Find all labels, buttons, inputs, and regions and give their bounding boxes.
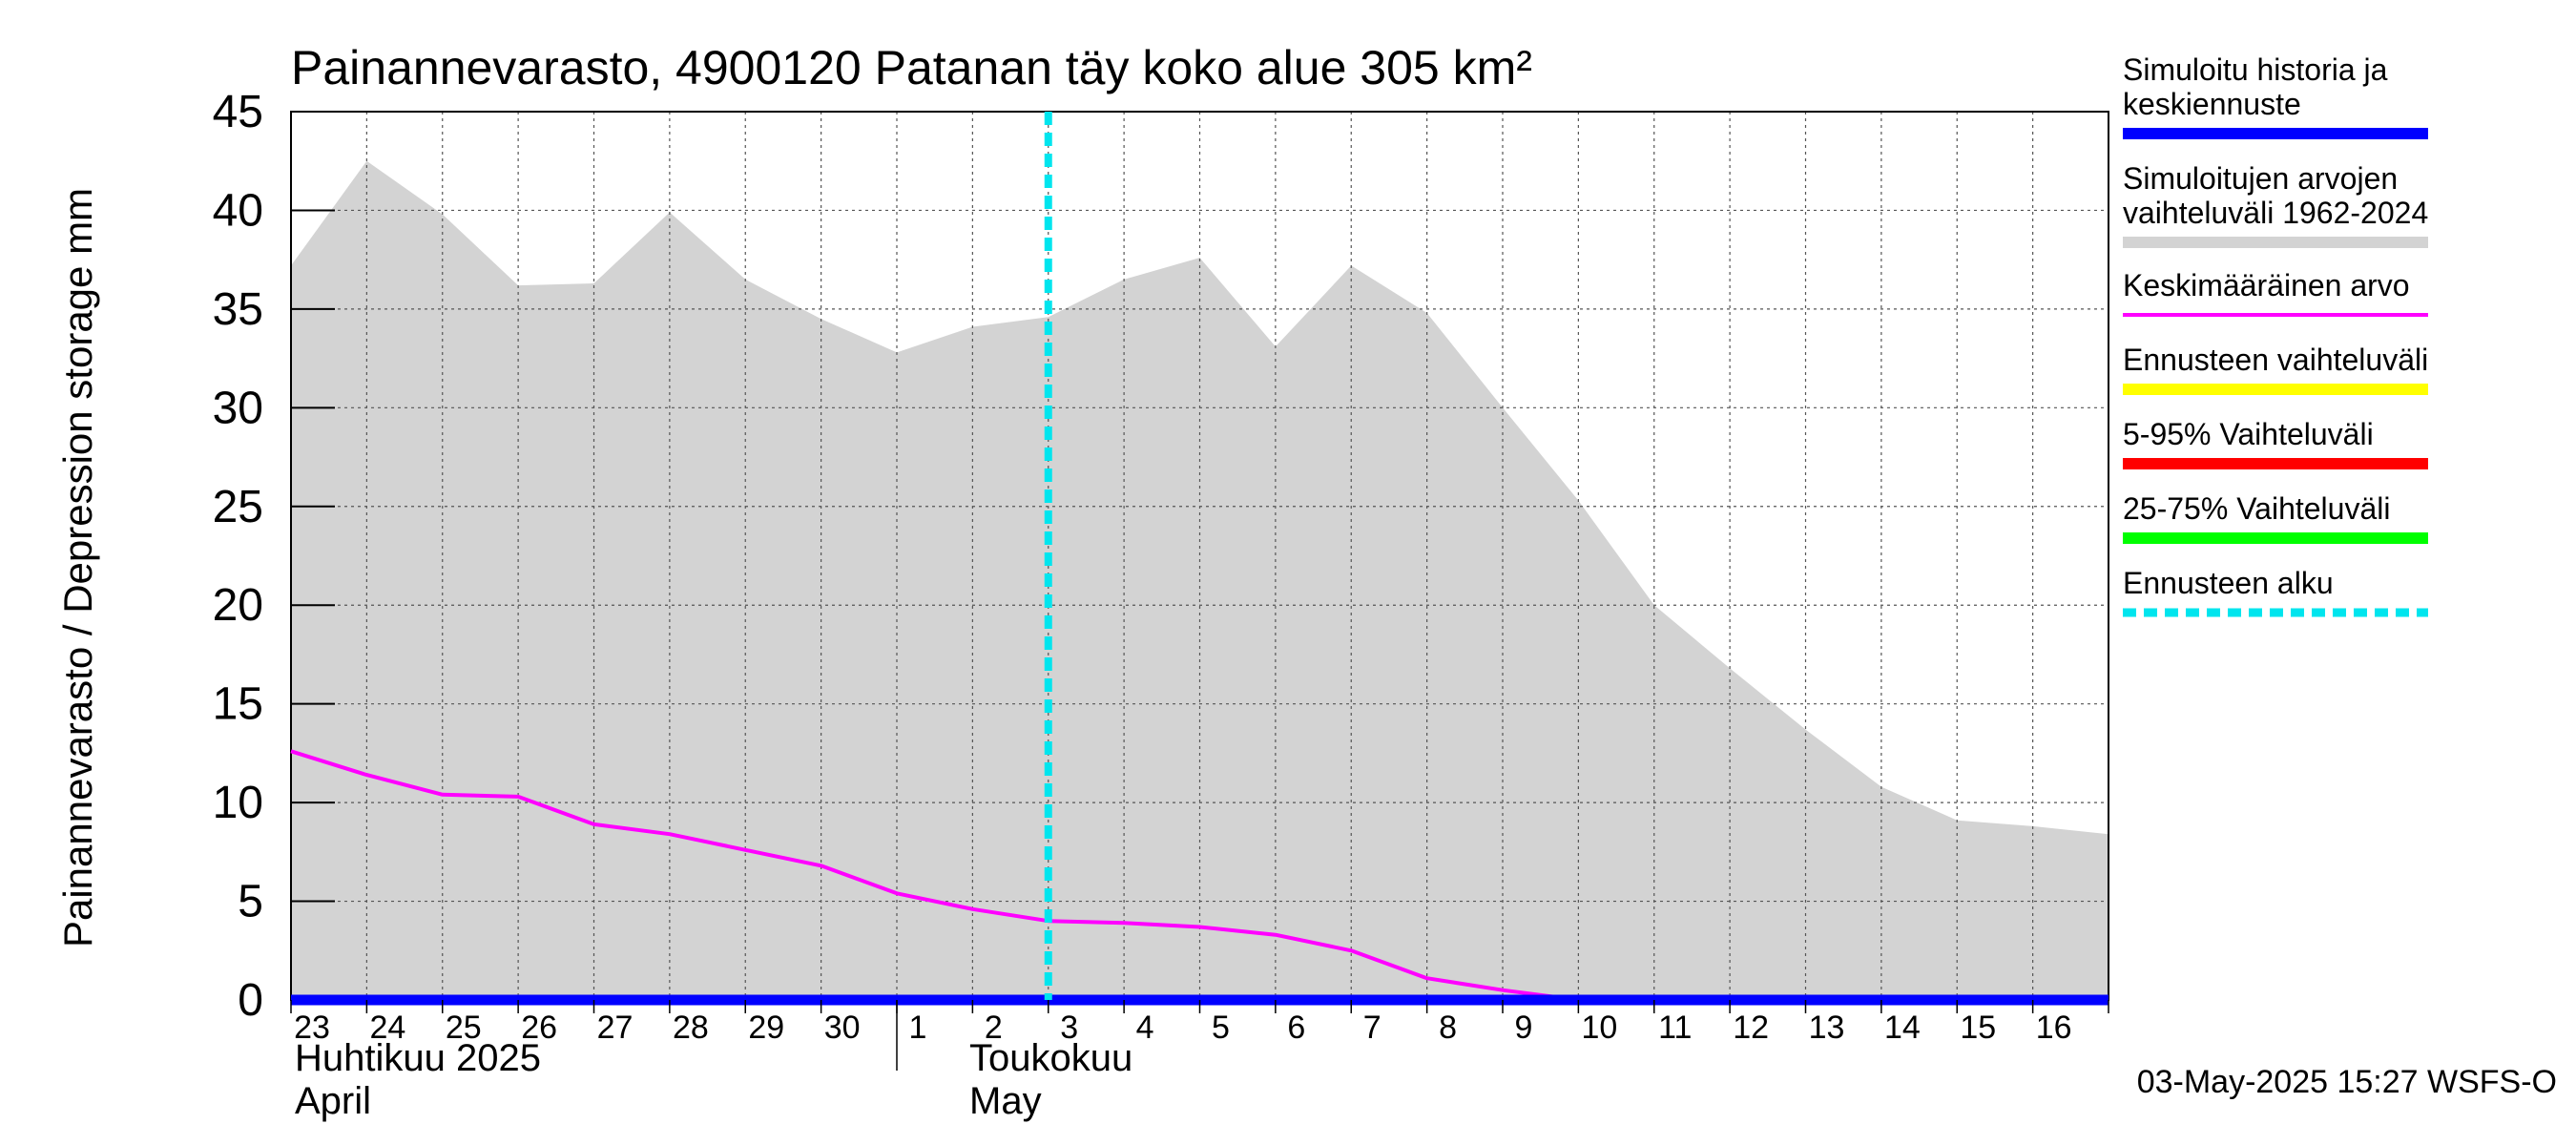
- legend-label: keskiennuste: [2123, 87, 2301, 121]
- x-tick-label: 4: [1136, 1010, 1154, 1046]
- x-tick-label: 16: [2036, 1010, 2072, 1046]
- y-tick-label: 15: [213, 679, 263, 730]
- x-tick-label: 15: [1960, 1010, 1996, 1046]
- month-label-en: May: [969, 1080, 1042, 1122]
- legend-label: Keskimääräinen arvo: [2123, 268, 2410, 302]
- x-tick-label: 14: [1884, 1010, 1921, 1046]
- y-tick-label: 25: [213, 482, 263, 532]
- x-tick-label: 5: [1212, 1010, 1230, 1046]
- x-tick-label: 9: [1515, 1010, 1533, 1046]
- legend-label: Ennusteen vaihteluväli: [2123, 343, 2428, 377]
- x-tick-label: 28: [673, 1010, 709, 1046]
- y-tick-label: 20: [213, 580, 263, 631]
- legend-label: Simuloitu historia ja: [2123, 52, 2388, 87]
- month-label-en: April: [295, 1080, 371, 1122]
- chart-title: Painannevarasto, 4900120 Patanan täy kok…: [291, 41, 1532, 94]
- month-label-fi: Toukokuu: [969, 1037, 1132, 1079]
- x-tick-label: 26: [521, 1010, 557, 1046]
- x-tick-label: 12: [1733, 1010, 1769, 1046]
- y-tick-label: 40: [213, 185, 263, 236]
- x-tick-label: 29: [748, 1010, 784, 1046]
- x-tick-label: 23: [294, 1010, 330, 1046]
- x-tick-label: 13: [1809, 1010, 1845, 1046]
- month-label-fi: Huhtikuu 2025: [295, 1037, 541, 1079]
- x-tick-label: 1: [909, 1010, 927, 1046]
- x-tick-label: 11: [1658, 1010, 1692, 1046]
- x-tick-label: 27: [597, 1010, 634, 1046]
- x-tick-label: 3: [1060, 1010, 1078, 1046]
- y-tick-label: 0: [238, 975, 263, 1026]
- y-tick-label: 45: [213, 87, 263, 137]
- y-tick-label: 10: [213, 778, 263, 828]
- x-tick-label: 30: [824, 1010, 861, 1046]
- legend-label: Ennusteen alku: [2123, 566, 2334, 600]
- x-tick-label: 7: [1363, 1010, 1381, 1046]
- legend-label: Simuloitujen arvojen: [2123, 161, 2398, 196]
- y-tick-label: 5: [238, 877, 263, 927]
- legend-label: vaihteluväli 1962-2024: [2123, 196, 2428, 230]
- legend-label: 25-75% Vaihteluväli: [2123, 491, 2390, 526]
- x-tick-label: 24: [369, 1010, 405, 1046]
- footer-timestamp: 03-May-2025 15:27 WSFS-O: [2137, 1064, 2557, 1100]
- y-axis-label: Painannevarasto / Depression storage mm: [55, 188, 100, 947]
- x-tick-label: 6: [1287, 1010, 1305, 1046]
- y-tick-label: 35: [213, 284, 263, 335]
- legend-label: 5-95% Vaihteluväli: [2123, 417, 2374, 451]
- y-tick-label: 30: [213, 383, 263, 433]
- x-tick-label: 10: [1581, 1010, 1617, 1046]
- x-tick-label: 25: [446, 1010, 482, 1046]
- x-tick-label: 8: [1439, 1010, 1457, 1046]
- x-tick-label: 2: [985, 1010, 1003, 1046]
